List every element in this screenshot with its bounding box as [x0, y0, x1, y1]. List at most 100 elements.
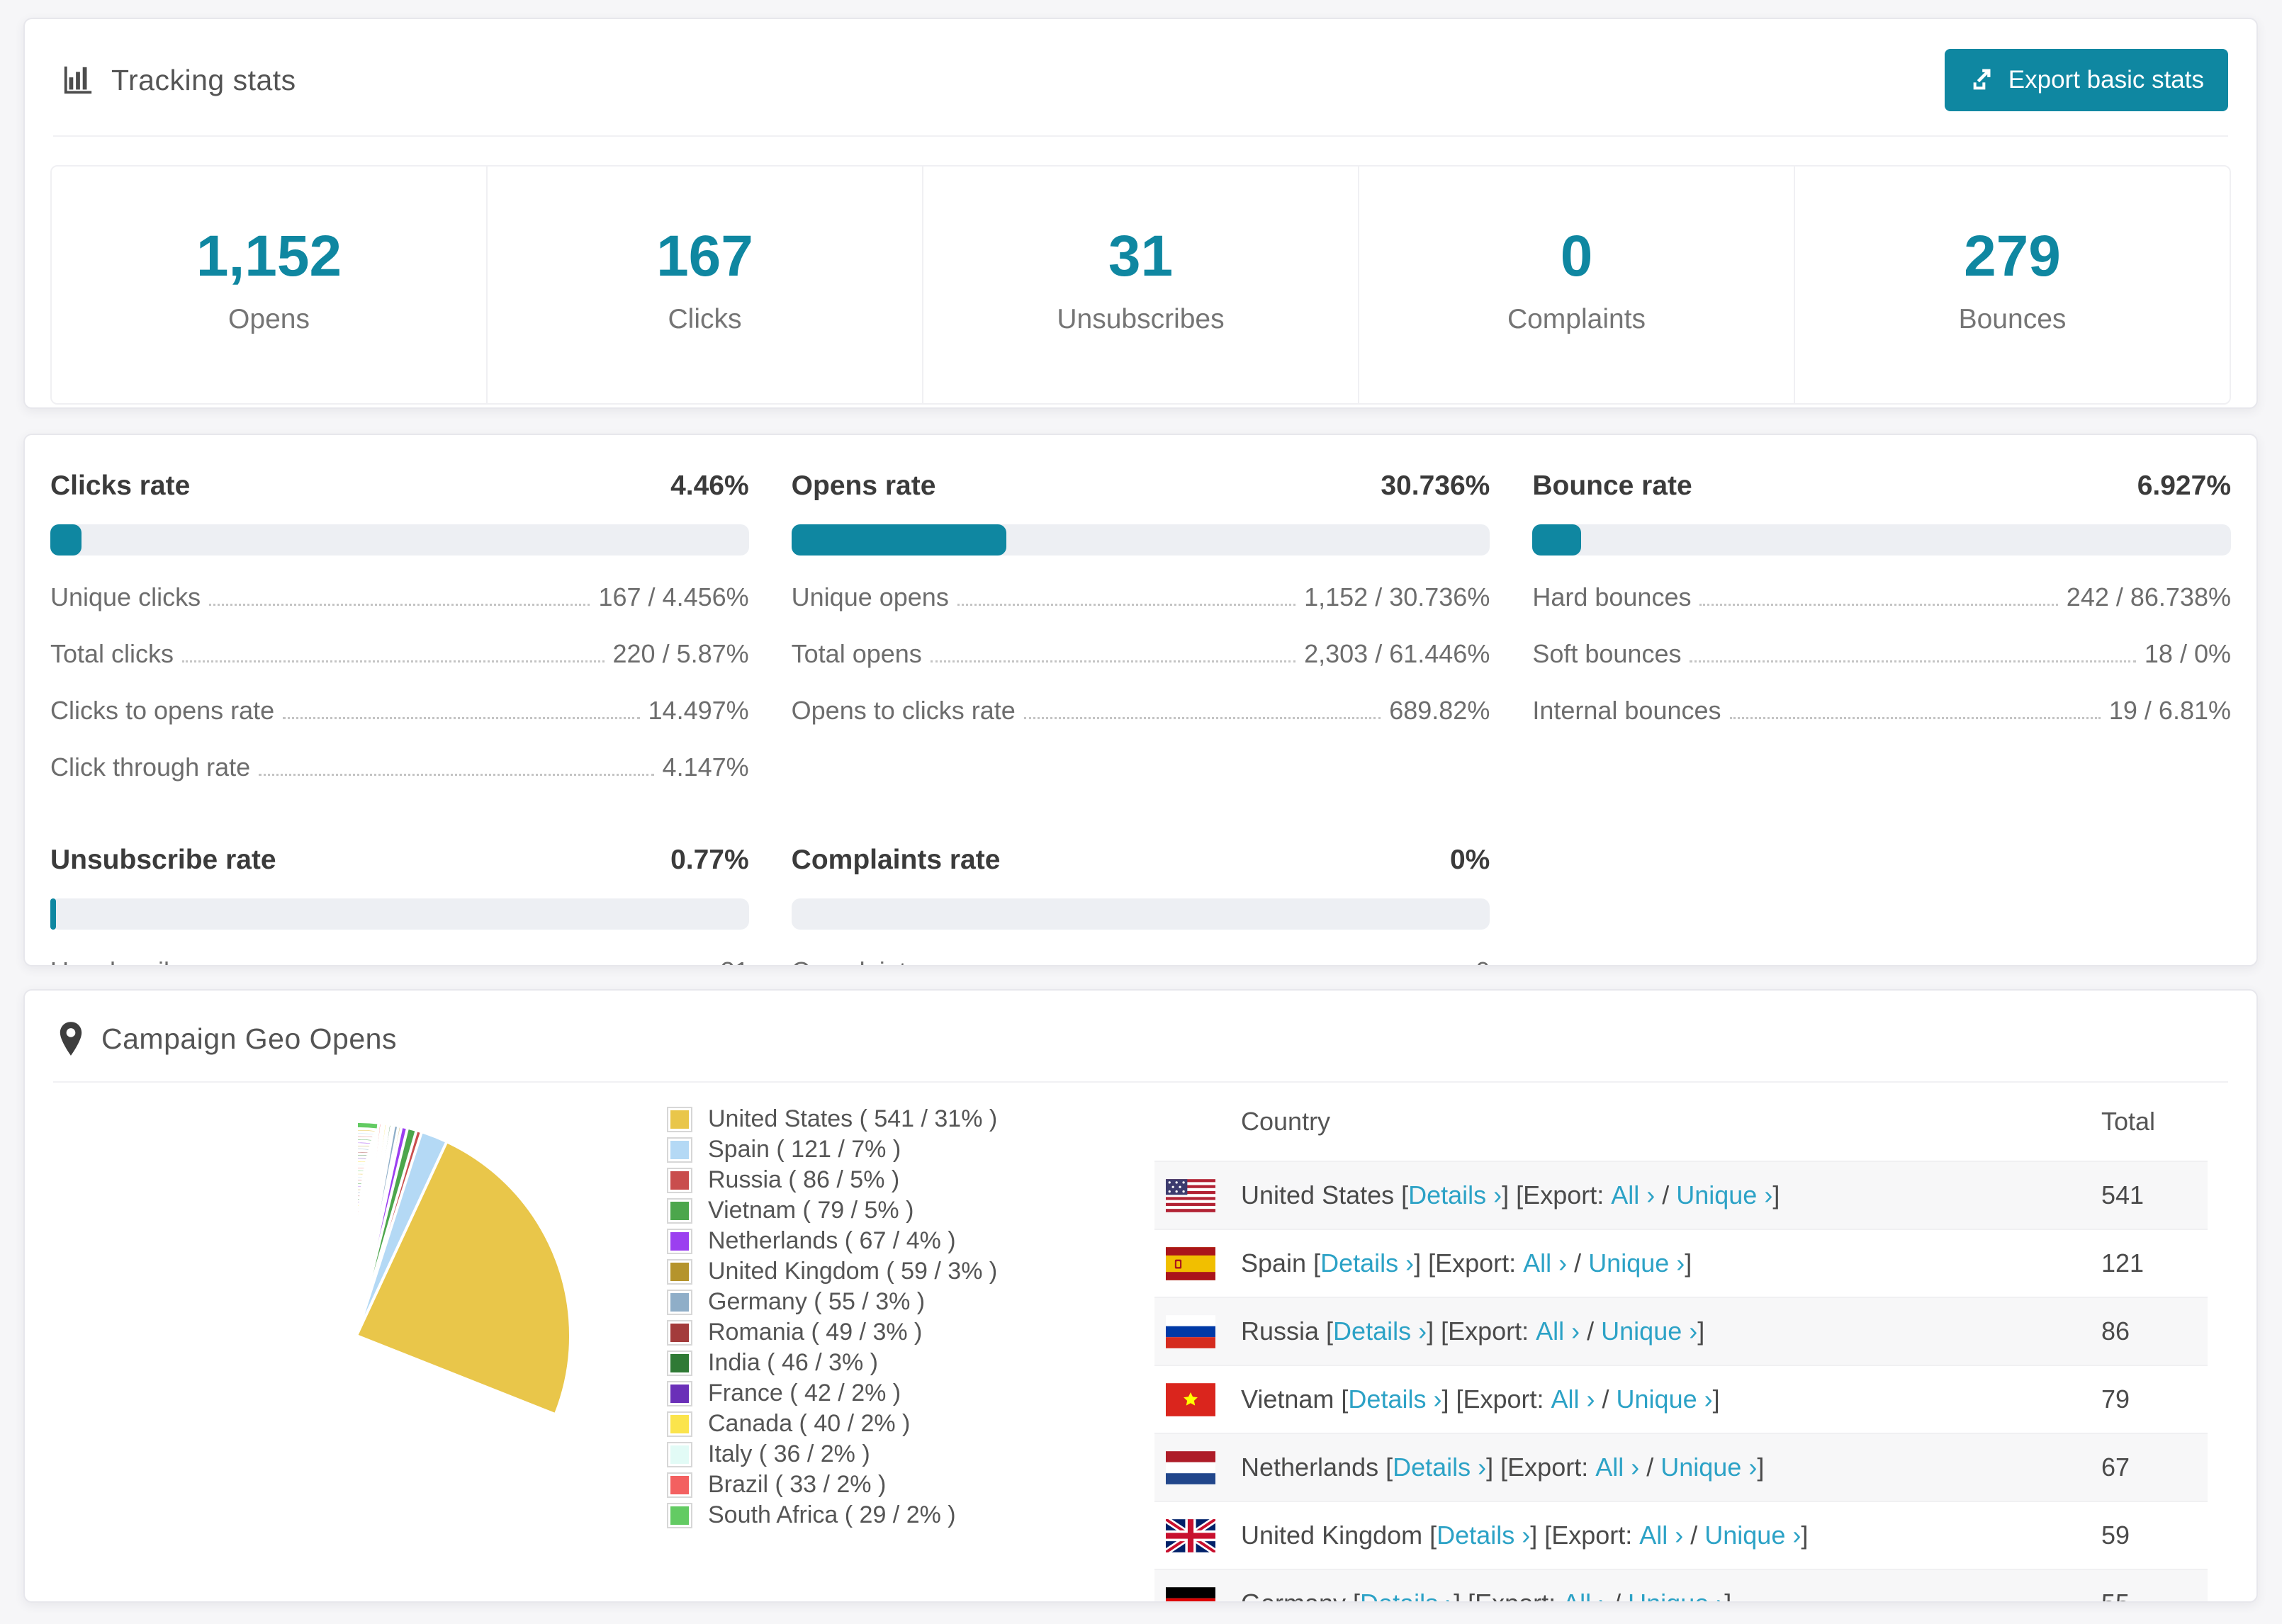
- progress-track: [50, 898, 749, 930]
- leader-dots: [182, 660, 605, 662]
- legend-label: United States ( 541 / 31% ): [708, 1105, 998, 1132]
- rate-detail-label: Soft bounces: [1532, 639, 1682, 668]
- summary-label: Complaints: [1507, 304, 1646, 334]
- export-unique-link[interactable]: Unique ›: [1704, 1521, 1802, 1550]
- rate-detail-value: 167 / 4.456%: [598, 582, 749, 611]
- progress-track: [1532, 524, 2231, 556]
- rate-detail-value: 242 / 86.738%: [2066, 582, 2231, 611]
- export-unique-link[interactable]: Unique ›: [1588, 1248, 1685, 1278]
- details-link[interactable]: Details ›: [1408, 1180, 1502, 1209]
- export-all-link[interactable]: All ›: [1536, 1316, 1580, 1346]
- campaign-geo-opens-card: Campaign Geo Opens United States ( 541 /…: [23, 989, 2258, 1603]
- legend-label: United Kingdom ( 59 / 3% ): [708, 1258, 998, 1285]
- total-cell: 55: [2101, 1589, 2208, 1601]
- summary-label: Unsubscribes: [1057, 304, 1225, 334]
- rate-detail-value: 18 / 0%: [2144, 639, 2231, 668]
- legend-item: Spain ( 121 / 7% ): [667, 1134, 1120, 1165]
- rate-detail-label: Complaints: [792, 957, 919, 965]
- leader-dots: [1023, 717, 1381, 719]
- export-all-link[interactable]: All ›: [1595, 1453, 1640, 1482]
- leader-dots: [1729, 717, 2101, 719]
- export-basic-stats-button[interactable]: Export basic stats: [1944, 49, 2228, 111]
- details-link[interactable]: Details ›: [1360, 1589, 1454, 1601]
- summary-label: Clicks: [668, 304, 742, 334]
- column-header-country: Country: [1241, 1107, 1331, 1136]
- progress-fill: [50, 524, 82, 556]
- rate-title: Bounce rate: [1532, 470, 1692, 501]
- rate-detail-label: Unsubscribes: [50, 957, 205, 965]
- table-row: Spain [Details ›] [Export: All › / Uniqu…: [1154, 1229, 2208, 1297]
- summary-label: Bounces: [1958, 304, 2067, 334]
- export-all-link[interactable]: All ›: [1551, 1385, 1595, 1414]
- rate-detail-row: Clicks to opens rate 14.497%: [50, 696, 749, 726]
- map-pin-icon: [57, 1020, 84, 1057]
- summary-cell: 167 Clicks: [488, 167, 923, 403]
- export-unique-link[interactable]: Unique ›: [1616, 1385, 1713, 1414]
- total-cell: 67: [2101, 1453, 2130, 1482]
- rate-value: 30.736%: [1381, 470, 1490, 501]
- progress-track: [791, 524, 1490, 556]
- legend-item: United Kingdom ( 59 / 3% ): [667, 1256, 1120, 1287]
- export-unique-link[interactable]: Unique ›: [1660, 1453, 1758, 1482]
- table-row: United States [Details ›] [Export: All ›…: [1154, 1161, 2208, 1229]
- country-cell: Russia [Details ›] [Export: All › / Uniq…: [1154, 1314, 2101, 1348]
- legend-swatch: [667, 1411, 692, 1437]
- export-all-link[interactable]: All ›: [1639, 1521, 1684, 1550]
- country-cell: Vietnam [Details ›] [Export: All › / Uni…: [1154, 1382, 2101, 1416]
- legend-label: Germany ( 55 / 3% ): [708, 1288, 926, 1315]
- pie-legend: United States ( 541 / 31% ) Spain ( 121 /…: [667, 1104, 1120, 1530]
- legend-item: Vietnam ( 79 / 5% ): [667, 1195, 1120, 1226]
- rate-detail-label: Opens to clicks rate: [791, 696, 1016, 725]
- progress-track: [50, 524, 749, 556]
- export-unique-link[interactable]: Unique ›: [1628, 1589, 1724, 1601]
- leader-dots: [209, 604, 590, 606]
- rate-detail-value: 1,152 / 30.736%: [1304, 582, 1490, 611]
- details-link[interactable]: Details ›: [1320, 1248, 1415, 1278]
- leader-dots: [283, 717, 640, 719]
- export-all-link[interactable]: All ›: [1563, 1589, 1607, 1601]
- rate-detail-row: Total clicks 220 / 5.87%: [50, 639, 749, 669]
- legend-item: Germany ( 55 / 3% ): [667, 1287, 1120, 1317]
- legend-label: France ( 42 / 2% ): [708, 1380, 901, 1406]
- country-cell: Germany [Details ›] [Export: All › / Uni…: [1154, 1586, 2101, 1601]
- total-cell: 79: [2101, 1385, 2130, 1414]
- geo-pie-chart[interactable]: [116, 1091, 597, 1573]
- export-all-link[interactable]: All ›: [1611, 1180, 1656, 1209]
- rate-value: 0%: [1449, 845, 1490, 875]
- tracking-stats-card: Tracking stats Export basic stats 1,152 O…: [23, 18, 2258, 409]
- rate-detail-row: Complaints 0: [792, 957, 1490, 965]
- total-cell: 86: [2101, 1316, 2130, 1346]
- export-icon: [1969, 66, 1997, 94]
- details-link[interactable]: Details ›: [1333, 1316, 1427, 1346]
- legend-swatch: [667, 1137, 692, 1163]
- legend-label: Netherlands ( 67 / 4% ): [708, 1227, 956, 1254]
- rate-title: Clicks rate: [50, 470, 191, 501]
- rate-detail-row: Opens to clicks rate 689.82%: [792, 696, 1490, 726]
- column-header-total: Total: [2101, 1107, 2156, 1136]
- rate-block-opens: Opens rate 30.736% Unique opens 1,152 / 30.…: [791, 470, 1490, 782]
- pie-slice[interactable]: [355, 1248, 359, 1337]
- rate-detail-label: Click through rate: [50, 752, 251, 782]
- export-unique-link[interactable]: Unique ›: [1601, 1316, 1698, 1346]
- rate-detail-label: Unique clicks: [50, 582, 201, 611]
- rate-detail-value: 14.497%: [648, 696, 749, 725]
- export-all-link[interactable]: All ›: [1523, 1248, 1568, 1278]
- details-link[interactable]: Details ›: [1348, 1385, 1442, 1414]
- export-unique-link[interactable]: Unique ›: [1676, 1180, 1773, 1209]
- rate-detail-row: Unsubscribes 31: [50, 957, 749, 965]
- flag-vn-icon: [1166, 1382, 1215, 1416]
- progress-fill: [791, 524, 1006, 556]
- summary-value: 1,152: [196, 224, 342, 288]
- rate-detail-value: 4.147%: [662, 752, 749, 782]
- rate-detail-value: 31: [721, 957, 749, 965]
- table-row: Vietnam [Details ›] [Export: All › / Uni…: [1154, 1365, 2208, 1433]
- rate-detail-label: Clicks to opens rate: [50, 696, 275, 725]
- details-link[interactable]: Details ›: [1437, 1521, 1531, 1550]
- table-row: United Kingdom [Details ›] [Export: All …: [1154, 1501, 2208, 1569]
- rate-detail-row: Unique opens 1,152 / 30.736%: [792, 582, 1490, 612]
- legend-item: Netherlands ( 67 / 4% ): [667, 1226, 1120, 1256]
- rate-detail-row: Click through rate 4.147%: [50, 752, 749, 782]
- flag-nl-icon: [1166, 1450, 1215, 1484]
- progress-fill: [50, 898, 56, 930]
- details-link[interactable]: Details ›: [1393, 1453, 1487, 1482]
